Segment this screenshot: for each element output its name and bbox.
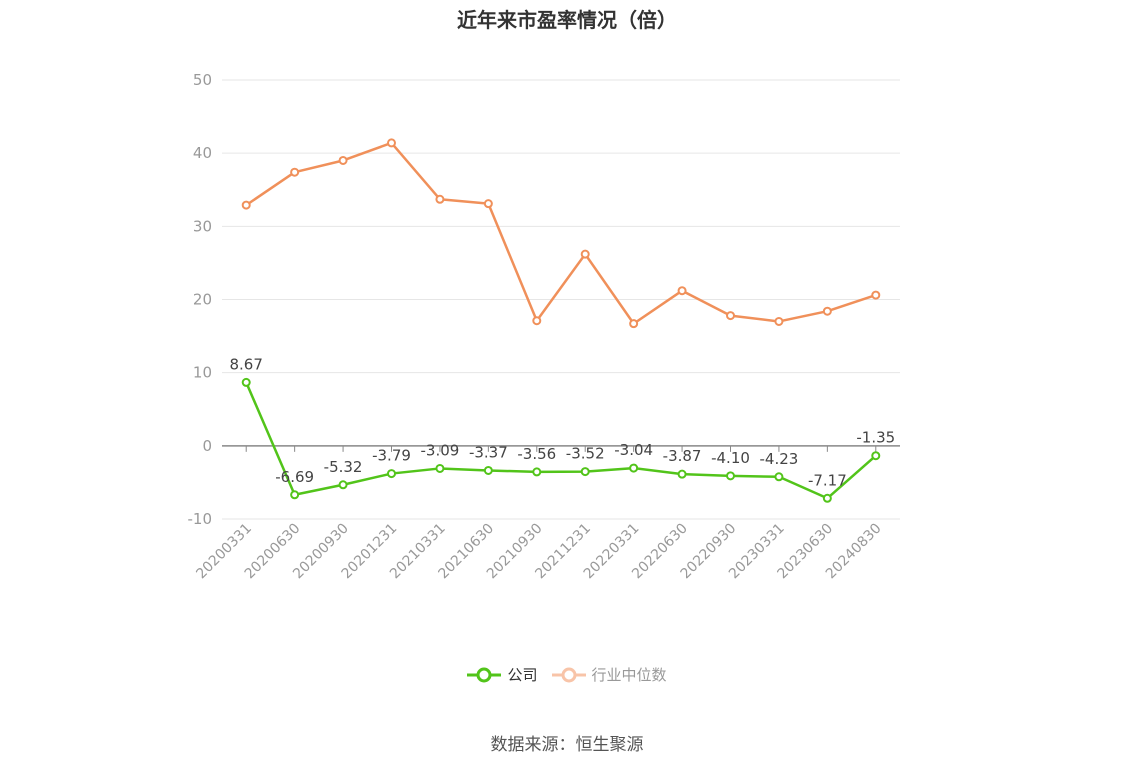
y-tick-label: 40 — [193, 144, 212, 162]
data-source: 数据来源：恒生聚源 — [490, 735, 644, 755]
series-lines — [241, 138, 881, 503]
y-axis-tick-labels: 50 40 30 20 10 0 -10 — [188, 71, 213, 528]
company-data-point[interactable] — [532, 467, 542, 477]
company-data-point[interactable] — [483, 465, 493, 475]
company-data-label: -3.37 — [469, 443, 508, 461]
industry-median-data-point[interactable] — [677, 286, 687, 296]
company-data-label: -3.04 — [614, 441, 653, 459]
company-data-label: -4.10 — [711, 449, 750, 467]
grid-lines — [222, 79, 900, 520]
company-data-label: -3.52 — [566, 445, 605, 463]
industry-median-data-point[interactable] — [726, 311, 735, 321]
legend-company-icon — [467, 667, 502, 682]
company-data-label: -4.23 — [760, 450, 799, 468]
data-labels: 8.67-6.69-5.32-3.79 -3.09 -3.37 -3.56 -3.52-… — [230, 355, 896, 489]
chart-title: 近年来市盈率情况（倍） — [457, 8, 677, 32]
company-data-point[interactable] — [677, 469, 687, 479]
legend-industry-median-icon — [551, 667, 586, 682]
company-data-label: -3.79 — [372, 447, 411, 465]
company-data-point[interactable] — [726, 471, 735, 481]
y-tick-label: 0 — [202, 437, 212, 455]
company-data-label: -5.32 — [324, 458, 363, 476]
company-data-label: -6.69 — [275, 468, 314, 486]
y-tick-label: 10 — [193, 364, 212, 382]
company-data-point[interactable] — [338, 480, 348, 490]
industry-median-data-point[interactable] — [532, 316, 542, 326]
company-data-label: -3.09 — [421, 441, 460, 459]
company-data-point[interactable] — [435, 463, 445, 473]
y-tick-label: 30 — [193, 217, 212, 235]
legend: 公司 行业中位数 — [0, 664, 1134, 685]
company-data-point[interactable] — [580, 467, 590, 477]
company-data-point[interactable] — [629, 463, 639, 473]
industry-median-data-point[interactable] — [435, 194, 445, 204]
legend-industry-median-label: 行业中位数 — [591, 666, 667, 684]
industry-median-data-point[interactable] — [387, 138, 396, 148]
company-data-point[interactable] — [871, 451, 881, 461]
industry-median-data-point[interactable] — [290, 167, 300, 177]
industry-median-data-point[interactable] — [774, 316, 784, 326]
company-data-label: -7.17 — [808, 471, 847, 489]
industry-median-data-point[interactable] — [483, 199, 493, 209]
x-axis — [222, 445, 900, 452]
y-tick-label: 20 — [193, 291, 212, 309]
company-series-line — [245, 381, 877, 500]
company-data-point[interactable] — [822, 493, 832, 503]
industry-median-data-point[interactable] — [580, 249, 590, 259]
x-axis-tick-labels: 2020033120200630202009302020123120210331… — [193, 521, 884, 583]
legend-item-industry-median[interactable]: 行业中位数 — [551, 664, 667, 685]
company-data-point[interactable] — [774, 472, 784, 482]
industry-median-data-point[interactable] — [338, 155, 348, 165]
company-data-point[interactable] — [290, 490, 300, 500]
industry-median-data-point[interactable] — [871, 290, 881, 300]
company-data-point[interactable] — [241, 377, 251, 387]
industry-median-data-point[interactable] — [241, 200, 251, 210]
company-data-label: 8.67 — [230, 355, 263, 373]
legend-company-label: 公司 — [507, 666, 538, 684]
legend-item-company[interactable]: 公司 — [467, 664, 538, 685]
company-data-point[interactable] — [387, 469, 396, 479]
company-data-label: -3.87 — [663, 447, 702, 465]
company-data-label: -3.56 — [517, 445, 556, 463]
y-tick-label: -10 — [188, 510, 213, 528]
industry-median-data-point[interactable] — [822, 306, 832, 316]
y-tick-label: 50 — [193, 71, 212, 89]
industry-median-data-point[interactable] — [629, 319, 639, 329]
industry-median-series-line — [245, 141, 877, 325]
company-data-label: -1.35 — [856, 429, 895, 447]
